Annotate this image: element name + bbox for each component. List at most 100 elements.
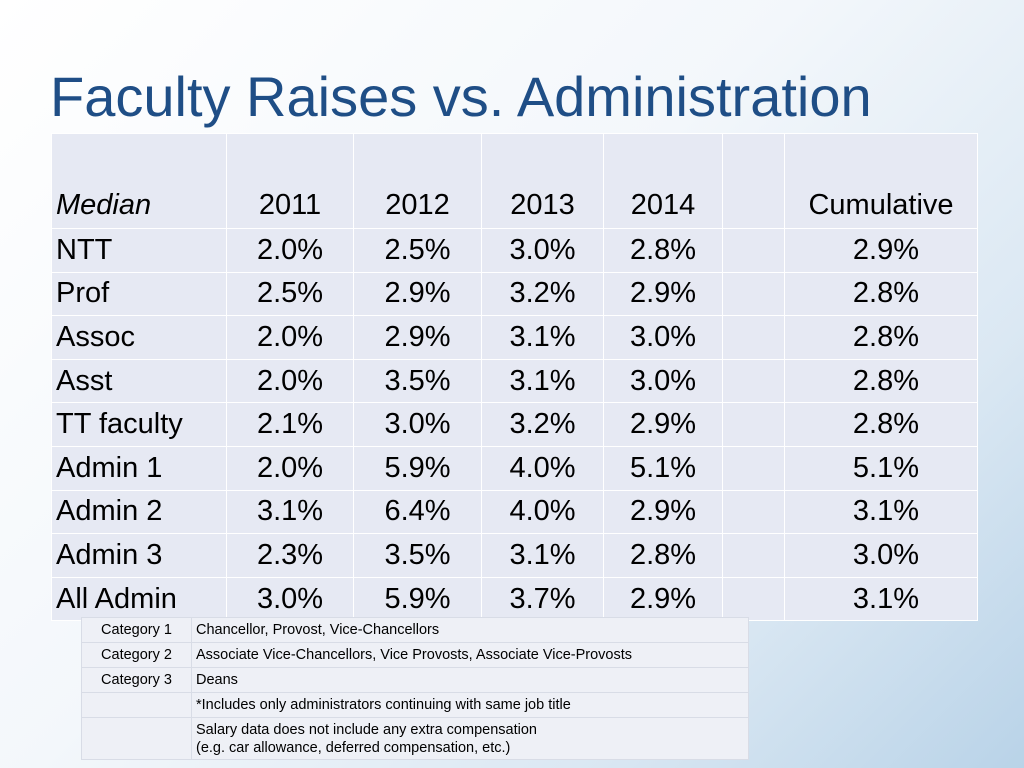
category-legend-table: Category 1 Chancellor, Provost, Vice-Chan…	[81, 617, 749, 760]
value-cell: 5.9%	[353, 445, 482, 491]
row-label: Admin 1	[51, 445, 227, 491]
blank-cell	[722, 445, 785, 491]
value-cell: 2.9%	[603, 576, 723, 622]
value-cell: 3.2%	[481, 402, 604, 447]
value-cell: 2.9%	[353, 271, 482, 317]
footnote-blank-cell	[81, 717, 192, 760]
footnote-line: Salary data does not include any extra c…	[196, 722, 537, 738]
value-cell: 2.9%	[603, 271, 723, 317]
value-cell: 3.1%	[481, 533, 604, 578]
value-cell: 2.3%	[226, 533, 354, 578]
value-cell: 5.1%	[784, 445, 978, 491]
table-row: Asst 2.0% 3.5% 3.1% 3.0% 2.8%	[51, 358, 978, 404]
table-row: Assoc 2.0% 2.9% 3.1% 3.0% 2.8%	[51, 315, 978, 360]
blank-cell	[722, 358, 785, 404]
row-label: NTT	[51, 228, 227, 273]
value-cell: 3.1%	[226, 489, 354, 535]
value-cell: 3.1%	[481, 315, 604, 360]
value-cell: 2.1%	[226, 402, 354, 447]
category-name: Category 3	[81, 667, 192, 693]
row-label: Admin 2	[51, 489, 227, 535]
legend-row: Category 1 Chancellor, Provost, Vice-Chan…	[81, 617, 749, 643]
raises-table: Median 2011 2012 2013 2014 Cumulative NT…	[51, 133, 978, 622]
category-name: Category 1	[81, 617, 192, 643]
blank-cell	[722, 576, 785, 622]
column-header: Cumulative	[784, 133, 978, 229]
value-cell: 6.4%	[353, 489, 482, 535]
column-header: 2012	[353, 133, 482, 229]
value-cell: 5.1%	[603, 445, 723, 491]
row-label: All Admin	[51, 576, 227, 622]
value-cell: 2.8%	[784, 271, 978, 317]
legend-row: Category 2 Associate Vice-Chancellors, Vi…	[81, 642, 749, 668]
blank-cell	[722, 228, 785, 273]
value-cell: 4.0%	[481, 489, 604, 535]
blank-cell	[722, 533, 785, 578]
table-row: TT faculty 2.1% 3.0% 3.2% 2.9% 2.8%	[51, 402, 978, 447]
value-cell: 2.0%	[226, 315, 354, 360]
value-cell: 3.7%	[481, 576, 604, 622]
value-cell: 2.8%	[784, 358, 978, 404]
value-cell: 5.9%	[353, 576, 482, 622]
column-header: 2011	[226, 133, 354, 229]
blank-cell	[722, 402, 785, 447]
legend-row: Category 3 Deans	[81, 667, 749, 693]
table-row: Admin 2 3.1% 6.4% 4.0% 2.9% 3.1%	[51, 489, 978, 535]
category-description: Associate Vice-Chancellors, Vice Provost…	[191, 642, 749, 668]
value-cell: 3.0%	[603, 358, 723, 404]
value-cell: 2.5%	[226, 271, 354, 317]
value-cell: 2.0%	[226, 358, 354, 404]
value-cell: 2.9%	[603, 402, 723, 447]
row-label: Admin 3	[51, 533, 227, 578]
value-cell: 3.0%	[784, 533, 978, 578]
value-cell: 3.1%	[481, 358, 604, 404]
value-cell: 2.8%	[603, 228, 723, 273]
row-label: Assoc	[51, 315, 227, 360]
slide-title: Faculty Raises vs. Administration	[50, 65, 872, 128]
value-cell: 2.9%	[353, 315, 482, 360]
footnote-text: Salary data does not include any extra c…	[191, 717, 749, 760]
legend-row: *Includes only administrators continuing…	[81, 692, 749, 718]
row-label: Prof	[51, 271, 227, 317]
blank-cell	[722, 315, 785, 360]
table-row: Prof 2.5% 2.9% 3.2% 2.9% 2.8%	[51, 271, 978, 317]
value-cell: 3.0%	[603, 315, 723, 360]
value-cell: 3.0%	[481, 228, 604, 273]
column-header: 2014	[603, 133, 723, 229]
footnote-line: (e.g. car allowance, deferred compensati…	[196, 740, 511, 756]
value-cell: 3.0%	[226, 576, 354, 622]
value-cell: 3.2%	[481, 271, 604, 317]
category-description: Deans	[191, 667, 749, 693]
value-cell: 3.0%	[353, 402, 482, 447]
table-row: Admin 1 2.0% 5.9% 4.0% 5.1% 5.1%	[51, 445, 978, 491]
value-cell: 2.5%	[353, 228, 482, 273]
category-name	[81, 692, 192, 718]
category-name: Category 2	[81, 642, 192, 668]
table-row: All Admin 3.0% 5.9% 3.7% 2.9% 3.1%	[51, 576, 978, 622]
header-row: Median 2011 2012 2013 2014 Cumulative	[51, 133, 978, 229]
value-cell: 3.5%	[353, 533, 482, 578]
value-cell: 2.9%	[784, 228, 978, 273]
footnote-row: Salary data does not include any extra c…	[81, 717, 749, 760]
table-row: NTT 2.0% 2.5% 3.0% 2.8% 2.9%	[51, 228, 978, 273]
category-description: Chancellor, Provost, Vice-Chancellors	[191, 617, 749, 643]
value-cell: 2.8%	[603, 533, 723, 578]
row-label: Asst	[51, 358, 227, 404]
column-header-blank	[722, 133, 785, 229]
value-cell: 2.8%	[784, 315, 978, 360]
value-cell: 2.0%	[226, 445, 354, 491]
row-label: TT faculty	[51, 402, 227, 447]
value-cell: 3.1%	[784, 489, 978, 535]
blank-cell	[722, 489, 785, 535]
value-cell: 2.0%	[226, 228, 354, 273]
corner-label: Median	[51, 133, 227, 229]
column-header: 2013	[481, 133, 604, 229]
value-cell: 2.9%	[603, 489, 723, 535]
table-row: Admin 3 2.3% 3.5% 3.1% 2.8% 3.0%	[51, 533, 978, 578]
category-description: *Includes only administrators continuing…	[191, 692, 749, 718]
value-cell: 3.1%	[784, 576, 978, 622]
value-cell: 3.5%	[353, 358, 482, 404]
value-cell: 4.0%	[481, 445, 604, 491]
value-cell: 2.8%	[784, 402, 978, 447]
blank-cell	[722, 271, 785, 317]
